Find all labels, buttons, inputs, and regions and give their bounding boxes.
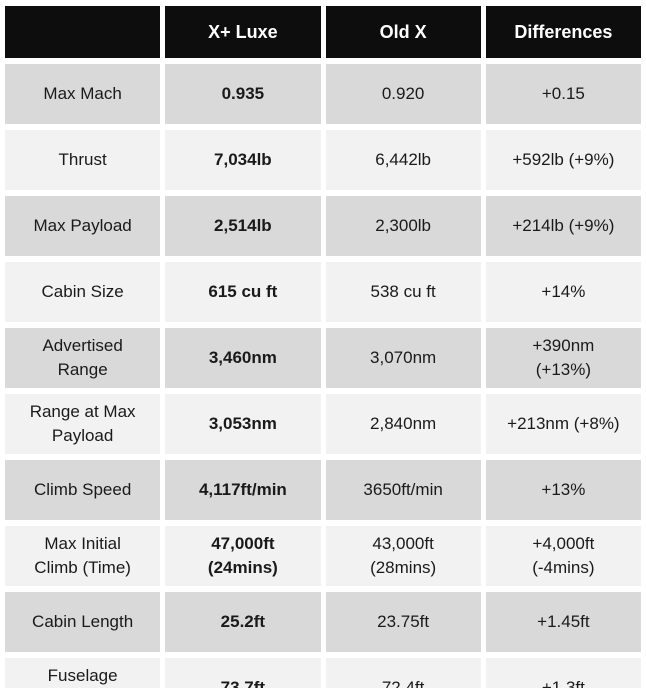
x-luxe-value-cell: 3,053nm: [165, 394, 321, 454]
row-label-cell: Max Mach: [5, 64, 161, 124]
difference-value-cell: +14%: [485, 262, 641, 322]
difference-value-cell: +592lb (+9%): [485, 130, 641, 190]
difference-value-cell: +214lb (+9%): [485, 196, 641, 256]
table-row: Advertised Range 3,460nm 3,070nm +390nm …: [5, 328, 641, 388]
difference-value-cell: +4,000ft (-4mins): [485, 526, 641, 586]
row-label-cell: Advertised Range: [5, 328, 161, 388]
row-label-cell: Cabin Length: [5, 592, 161, 652]
old-x-value-cell: 3650ft/min: [325, 460, 481, 520]
table-row: Max Initial Climb (Time) 47,000ft (24min…: [5, 526, 641, 586]
table-row: Max Payload 2,514lb 2,300lb +214lb (+9%): [5, 196, 641, 256]
difference-value-cell: +0.15: [485, 64, 641, 124]
table-body: Max Mach 0.935 0.920 +0.15 Thrust 7,034l…: [5, 64, 641, 688]
table-row: Max Mach 0.935 0.920 +0.15: [5, 64, 641, 124]
header-cell-x-luxe: X+ Luxe: [165, 6, 321, 58]
old-x-value-cell: 43,000ft (28mins): [325, 526, 481, 586]
difference-value-cell: +1.3ft: [485, 658, 641, 688]
old-x-value-cell: 3,070nm: [325, 328, 481, 388]
row-label-cell: Range at Max Payload: [5, 394, 161, 454]
x-luxe-value-cell: 25.2ft: [165, 592, 321, 652]
x-luxe-value-cell: 73.7ft: [165, 658, 321, 688]
table-row: Fuselage Length 73.7ft 72.4ft +1.3ft: [5, 658, 641, 688]
difference-value-cell: +213nm (+8%): [485, 394, 641, 454]
x-luxe-value-cell: 2,514lb: [165, 196, 321, 256]
table-row: Cabin Size 615 cu ft 538 cu ft +14%: [5, 262, 641, 322]
row-label-cell: Max Initial Climb (Time): [5, 526, 161, 586]
old-x-value-cell: 0.920: [325, 64, 481, 124]
difference-value-cell: +390nm (+13%): [485, 328, 641, 388]
old-x-value-cell: 538 cu ft: [325, 262, 481, 322]
row-label-cell: Climb Speed: [5, 460, 161, 520]
old-x-value-cell: 2,840nm: [325, 394, 481, 454]
difference-value-cell: +13%: [485, 460, 641, 520]
table-header: X+ Luxe Old X Differences: [5, 6, 641, 58]
header-row: X+ Luxe Old X Differences: [5, 6, 641, 58]
row-label-cell: Thrust: [5, 130, 161, 190]
x-luxe-value-cell: 7,034lb: [165, 130, 321, 190]
old-x-value-cell: 6,442lb: [325, 130, 481, 190]
table-row: Cabin Length 25.2ft 23.75ft +1.45ft: [5, 592, 641, 652]
table-row: Climb Speed 4,117ft/min 3650ft/min +13%: [5, 460, 641, 520]
table-row: Thrust 7,034lb 6,442lb +592lb (+9%): [5, 130, 641, 190]
row-label-cell: Fuselage Length: [5, 658, 161, 688]
x-luxe-value-cell: 0.935: [165, 64, 321, 124]
old-x-value-cell: 72.4ft: [325, 658, 481, 688]
row-label-cell: Max Payload: [5, 196, 161, 256]
header-cell-old-x: Old X: [325, 6, 481, 58]
difference-value-cell: +1.45ft: [485, 592, 641, 652]
x-luxe-value-cell: 3,460nm: [165, 328, 321, 388]
row-label-cell: Cabin Size: [5, 262, 161, 322]
x-luxe-value-cell: 4,117ft/min: [165, 460, 321, 520]
old-x-value-cell: 23.75ft: [325, 592, 481, 652]
x-luxe-value-cell: 47,000ft (24mins): [165, 526, 321, 586]
table-row: Range at Max Payload 3,053nm 2,840nm +21…: [5, 394, 641, 454]
header-cell-spec: [5, 6, 161, 58]
x-luxe-value-cell: 615 cu ft: [165, 262, 321, 322]
header-cell-differences: Differences: [485, 6, 641, 58]
old-x-value-cell: 2,300lb: [325, 196, 481, 256]
